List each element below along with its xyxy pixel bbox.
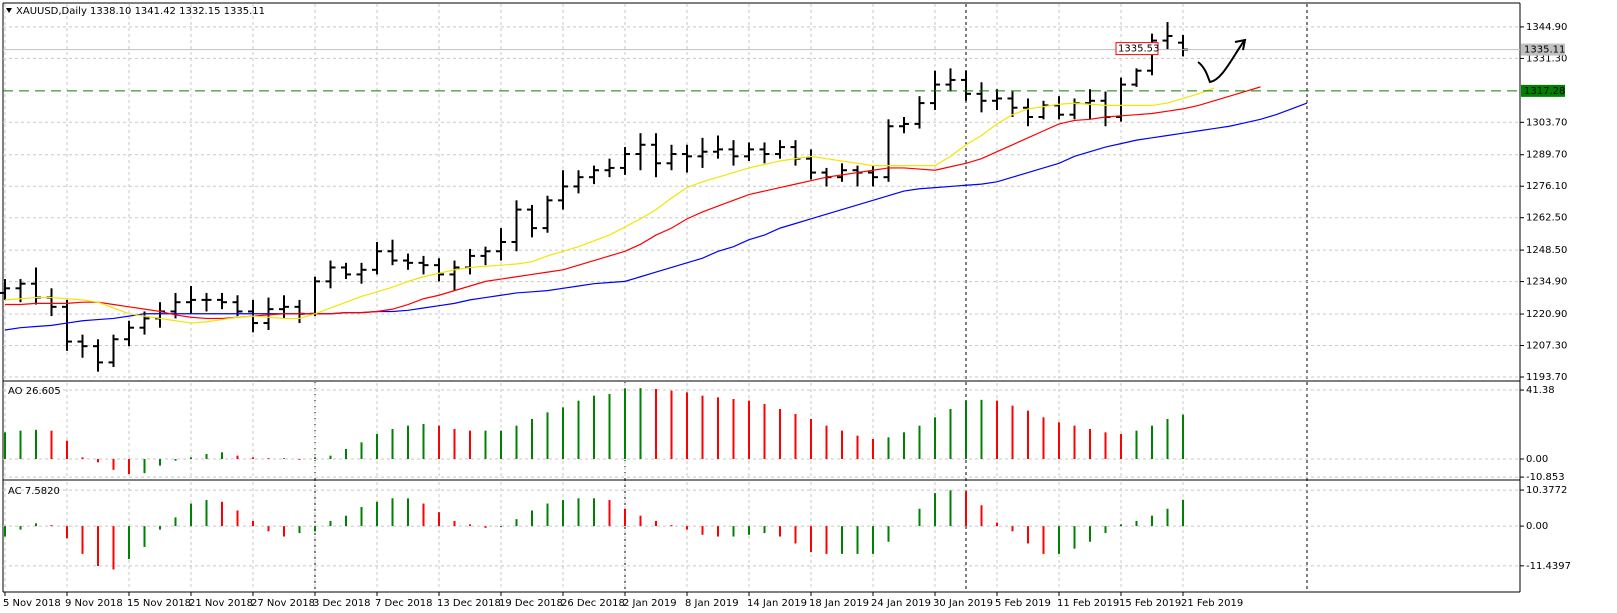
y-tick-label: 1248.50 (1526, 245, 1567, 256)
price-level-box (1521, 43, 1565, 56)
y-tick-label: 1207.30 (1526, 341, 1567, 352)
x-tick-label: 24 Jan 2019 (871, 598, 931, 609)
x-tick-label: 9 Nov 2018 (65, 598, 123, 609)
y-tick-label: 10.3772 (1526, 485, 1567, 496)
chart-title: XAUUSD,Daily 1338.10 1341.42 1332.15 133… (16, 6, 265, 17)
x-tick-label: 30 Jan 2019 (933, 598, 993, 609)
y-tick-label: 1234.90 (1526, 277, 1567, 288)
x-tick-label: 5 Nov 2018 (3, 598, 61, 609)
x-tick-label: 15 Nov 2018 (127, 598, 191, 609)
indicator-line (5, 86, 1261, 320)
x-tick-label: 26 Dec 2018 (561, 598, 625, 609)
x-tick-label: 19 Dec 2018 (499, 598, 563, 609)
y-tick-label: 1262.50 (1526, 213, 1567, 224)
x-tick-label: 21 Feb 2019 (1181, 598, 1243, 609)
indicator-line (4, 102, 1308, 331)
order-label: 1335.53 (1118, 44, 1159, 55)
plot-layer: 1344.90 1331.30 1303.70 1289.70 1276.10 1262.… (0, 4, 1571, 609)
x-tick-label: 5 Feb 2019 (995, 598, 1051, 609)
ac-title: AC 7.5820 (8, 486, 60, 497)
x-tick-label: 2 Jan 2019 (623, 598, 677, 609)
y-tick-label: 1303.70 (1526, 117, 1567, 128)
x-tick-label: 27 Nov 2018 (251, 598, 315, 609)
x-tick-label: 18 Jan 2019 (809, 598, 869, 609)
x-tick-label: 21 Nov 2018 (189, 598, 253, 609)
y-tick-label: 1220.90 (1526, 309, 1567, 320)
x-tick-label: 8 Jan 2019 (685, 598, 739, 609)
price-level-label: 1317.28 (1524, 86, 1565, 97)
indicator-line (4, 87, 1215, 324)
y-tick-label: 1289.70 (1526, 150, 1567, 161)
ao-title: AO 26.605 (8, 386, 61, 397)
x-tick-label: 14 Jan 2019 (747, 598, 807, 609)
y-tick-label: 1344.90 (1526, 22, 1567, 33)
y-tick-label: 41.38 (1526, 385, 1555, 396)
drawn-arrow-head (1234, 38, 1247, 51)
y-tick-label: 1193.70 (1526, 372, 1567, 383)
price-level-box (1521, 84, 1565, 97)
x-tick-label: 3 Dec 2018 (313, 598, 371, 609)
x-tick-label: 11 Feb 2019 (1057, 598, 1119, 609)
y-tick-label: -10.853 (1526, 472, 1565, 483)
y-tick-label: 1276.10 (1526, 181, 1567, 192)
x-tick-label: 13 Dec 2018 (437, 598, 501, 609)
x-tick-label: 7 Dec 2018 (375, 598, 433, 609)
drawn-arrow (1197, 40, 1245, 84)
y-tick-label: -11.4397 (1526, 561, 1571, 572)
y-tick-label: 0.00 (1526, 521, 1548, 532)
x-tick-label: 15 Feb 2019 (1119, 598, 1181, 609)
order-box (1115, 42, 1159, 56)
y-tick-label: 0.00 (1526, 454, 1548, 465)
menu-triangle (6, 8, 12, 13)
price-level-label: 1335.11 (1524, 45, 1565, 56)
y-tick-label: 1331.30 (1526, 53, 1567, 64)
